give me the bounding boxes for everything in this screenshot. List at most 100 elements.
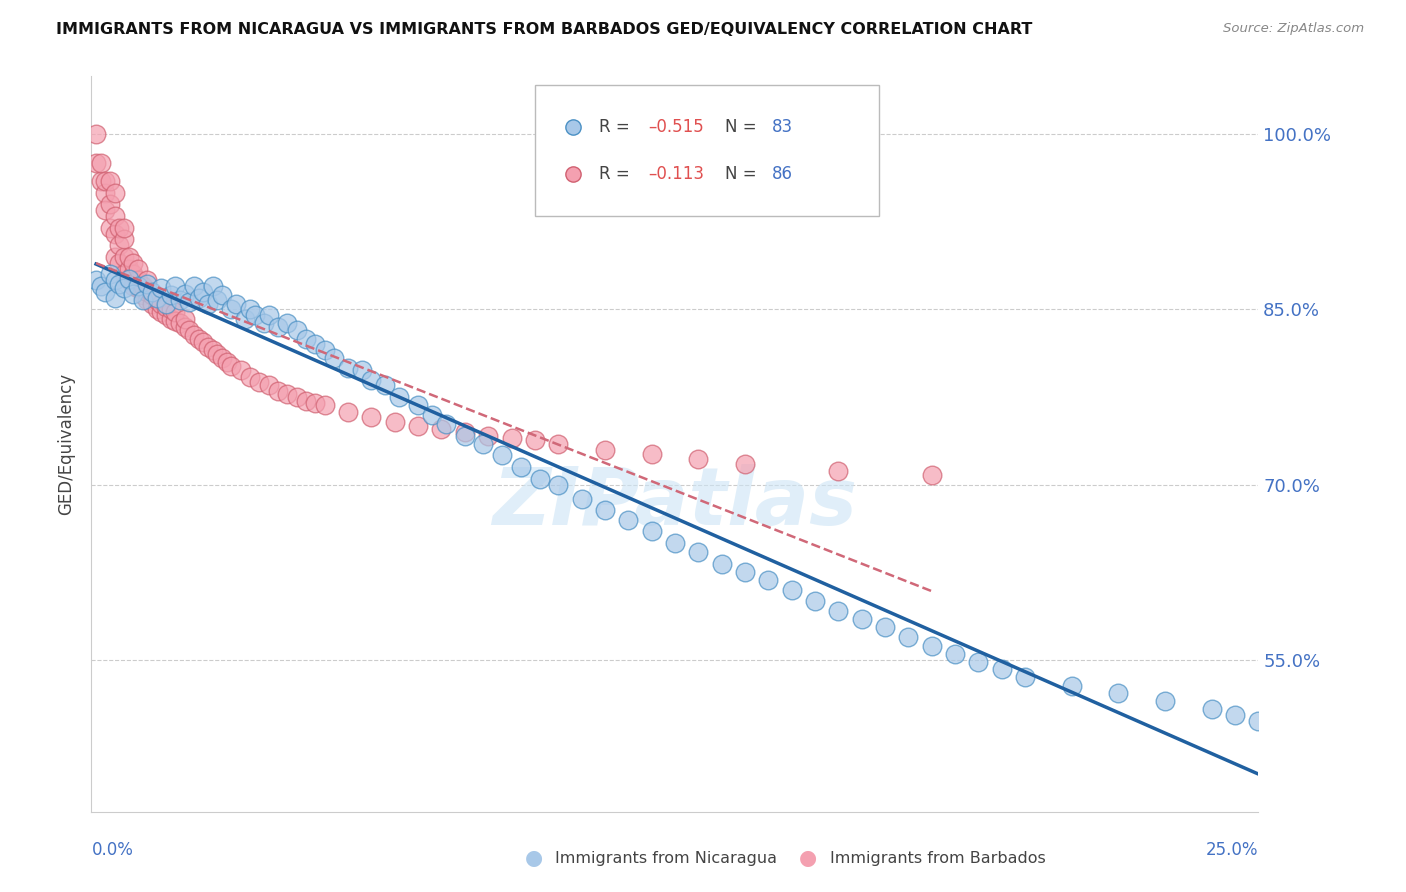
Text: 25.0%: 25.0%: [1206, 841, 1258, 859]
Point: [249, 375, 271, 389]
Point: [990, 662, 1012, 676]
Point: [98, 197, 121, 211]
Point: [150, 305, 173, 319]
Point: [384, 415, 406, 429]
Point: [454, 425, 477, 439]
Point: [285, 390, 308, 404]
Point: [169, 317, 191, 331]
Point: [1014, 670, 1036, 684]
Point: [159, 288, 181, 302]
Point: [127, 261, 149, 276]
Point: [141, 288, 163, 302]
Point: [337, 360, 360, 375]
Point: [108, 220, 131, 235]
Point: [360, 372, 382, 386]
Point: [145, 302, 167, 317]
Point: [122, 279, 145, 293]
Point: [127, 281, 149, 295]
Point: [420, 408, 443, 422]
Point: [285, 323, 308, 337]
Point: [304, 337, 326, 351]
Point: [98, 268, 121, 282]
Point: [159, 311, 181, 326]
Point: [827, 604, 849, 618]
Point: [141, 296, 163, 310]
Point: [239, 302, 262, 317]
Point: [173, 287, 195, 301]
Point: [108, 256, 131, 270]
Point: [127, 273, 149, 287]
Point: [756, 574, 779, 588]
Point: [118, 272, 141, 286]
Text: Immigrants from Barbados: Immigrants from Barbados: [830, 851, 1045, 865]
Point: [434, 417, 457, 431]
Point: [197, 340, 219, 354]
Point: [145, 293, 167, 307]
Point: [150, 296, 173, 310]
Point: [173, 320, 195, 334]
Point: [94, 203, 117, 218]
Point: [225, 296, 247, 310]
Text: ●: ●: [800, 848, 817, 868]
Point: [108, 277, 131, 291]
Text: R =: R =: [599, 119, 636, 136]
Point: [132, 288, 155, 302]
Point: [1247, 714, 1270, 728]
Point: [388, 390, 411, 404]
Point: [165, 314, 187, 328]
Point: [84, 127, 107, 141]
Point: [229, 363, 252, 377]
Point: [1107, 685, 1129, 699]
Point: [155, 308, 177, 322]
Text: IMMIGRANTS FROM NICARAGUA VS IMMIGRANTS FROM BARBADOS GED/EQUIVALENCY CORRELATIO: IMMIGRANTS FROM NICARAGUA VS IMMIGRANTS …: [56, 22, 1032, 37]
Point: [136, 277, 159, 291]
Point: [509, 460, 531, 475]
Point: [207, 347, 229, 361]
Text: N =: N =: [725, 165, 762, 183]
Point: [921, 468, 943, 483]
Point: [523, 434, 546, 448]
Text: ●: ●: [526, 848, 543, 868]
Point: [454, 428, 477, 442]
Point: [165, 305, 187, 319]
Point: [90, 279, 112, 293]
Point: [108, 238, 131, 252]
Point: [1154, 694, 1177, 708]
Point: [112, 281, 135, 295]
Point: [352, 363, 374, 377]
Text: N =: N =: [725, 119, 762, 136]
Text: R =: R =: [599, 165, 636, 183]
Point: [173, 311, 195, 326]
Point: [406, 419, 429, 434]
Text: Immigrants from Nicaragua: Immigrants from Nicaragua: [555, 851, 778, 865]
Point: [1201, 702, 1223, 716]
Point: [122, 268, 145, 282]
Point: [94, 285, 117, 299]
Point: [197, 296, 219, 310]
Point: [179, 323, 201, 337]
Point: [179, 295, 201, 310]
Point: [141, 285, 163, 299]
Point: [257, 378, 280, 392]
Point: [187, 291, 209, 305]
Point: [617, 513, 640, 527]
Point: [118, 250, 141, 264]
Point: [159, 302, 181, 317]
Point: [688, 545, 710, 559]
Text: Source: ZipAtlas.com: Source: ZipAtlas.com: [1223, 22, 1364, 36]
Point: [155, 300, 177, 314]
Point: [221, 359, 243, 373]
Point: [640, 447, 662, 461]
Point: [267, 384, 290, 399]
Point: [187, 332, 209, 346]
Point: [94, 174, 117, 188]
Point: [90, 174, 112, 188]
Point: [243, 308, 266, 322]
Y-axis label: GED/Equivalency: GED/Equivalency: [58, 373, 76, 515]
Point: [155, 296, 177, 310]
Point: [314, 398, 336, 412]
Point: [98, 220, 121, 235]
Point: [688, 452, 710, 467]
Point: [90, 156, 112, 170]
Point: [221, 302, 243, 317]
